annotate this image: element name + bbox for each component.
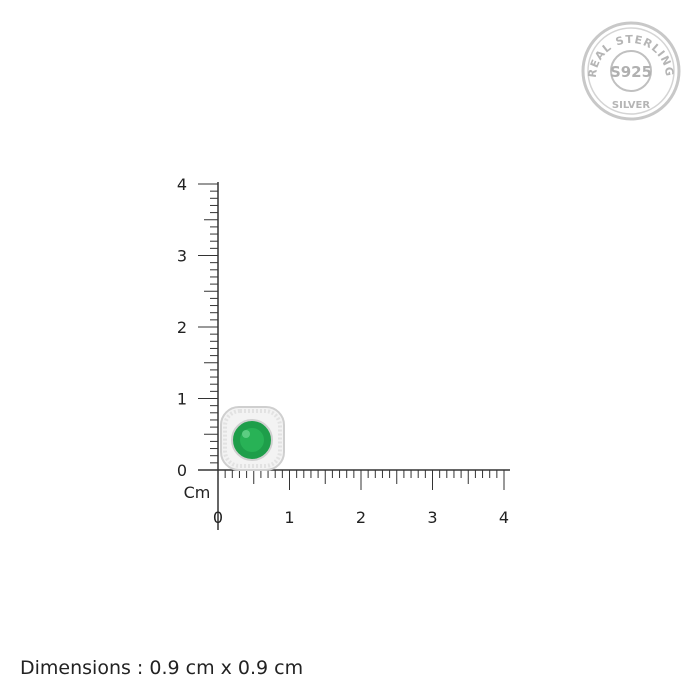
badge-bottom-text: SILVER bbox=[612, 100, 650, 111]
x-tick-label: 1 bbox=[284, 508, 294, 527]
badge-center-text: S925 bbox=[610, 63, 652, 81]
x-tick-label: 3 bbox=[427, 508, 437, 527]
dimensions-caption: Dimensions : 0.9 cm x 0.9 cm bbox=[20, 657, 304, 679]
x-tick-label: 4 bbox=[499, 508, 509, 527]
y-tick-label: 4 bbox=[177, 175, 187, 194]
ruler: 0 1 2 3 4 0 1 2 3 4 bbox=[177, 175, 510, 530]
y-tick-label: 2 bbox=[177, 318, 187, 337]
sterling-silver-badge: REAL STERLING S925 SILVER bbox=[581, 21, 681, 121]
y-tick-label: 1 bbox=[177, 390, 187, 409]
x-tick-label: 0 bbox=[213, 508, 223, 527]
y-tick-label: 0 bbox=[177, 461, 187, 480]
earring-image bbox=[220, 406, 285, 471]
y-tick-label: 3 bbox=[177, 247, 187, 266]
unit-label: Cm bbox=[184, 483, 211, 502]
x-tick-label: 2 bbox=[356, 508, 366, 527]
